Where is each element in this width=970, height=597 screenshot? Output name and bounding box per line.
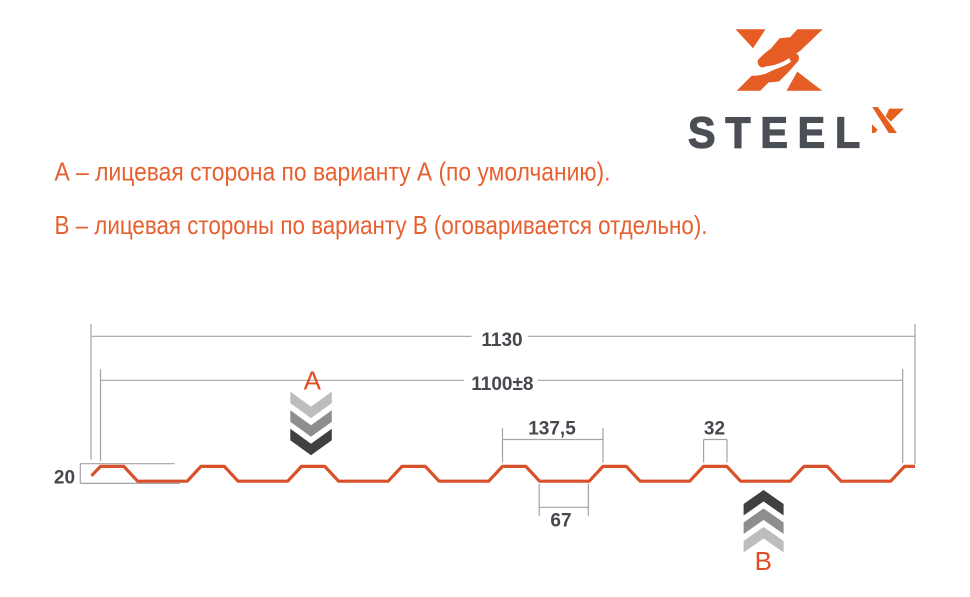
svg-text:32: 32 xyxy=(704,419,725,440)
svg-text:20: 20 xyxy=(54,467,75,488)
svg-text:67: 67 xyxy=(550,511,571,532)
svg-text:А: А xyxy=(304,366,322,396)
svg-text:1100±8: 1100±8 xyxy=(471,374,533,395)
svg-text:1130: 1130 xyxy=(481,330,522,351)
svg-text:В – лицевая стороны по вариант: В – лицевая стороны по варианту В (огова… xyxy=(55,210,708,240)
svg-text:STEEL: STEEL xyxy=(688,109,870,158)
svg-text:А – лицевая сторона по вариант: А – лицевая сторона по варианту А (по ум… xyxy=(55,156,611,186)
svg-text:В: В xyxy=(755,546,772,576)
svg-text:137,5: 137,5 xyxy=(528,419,576,440)
